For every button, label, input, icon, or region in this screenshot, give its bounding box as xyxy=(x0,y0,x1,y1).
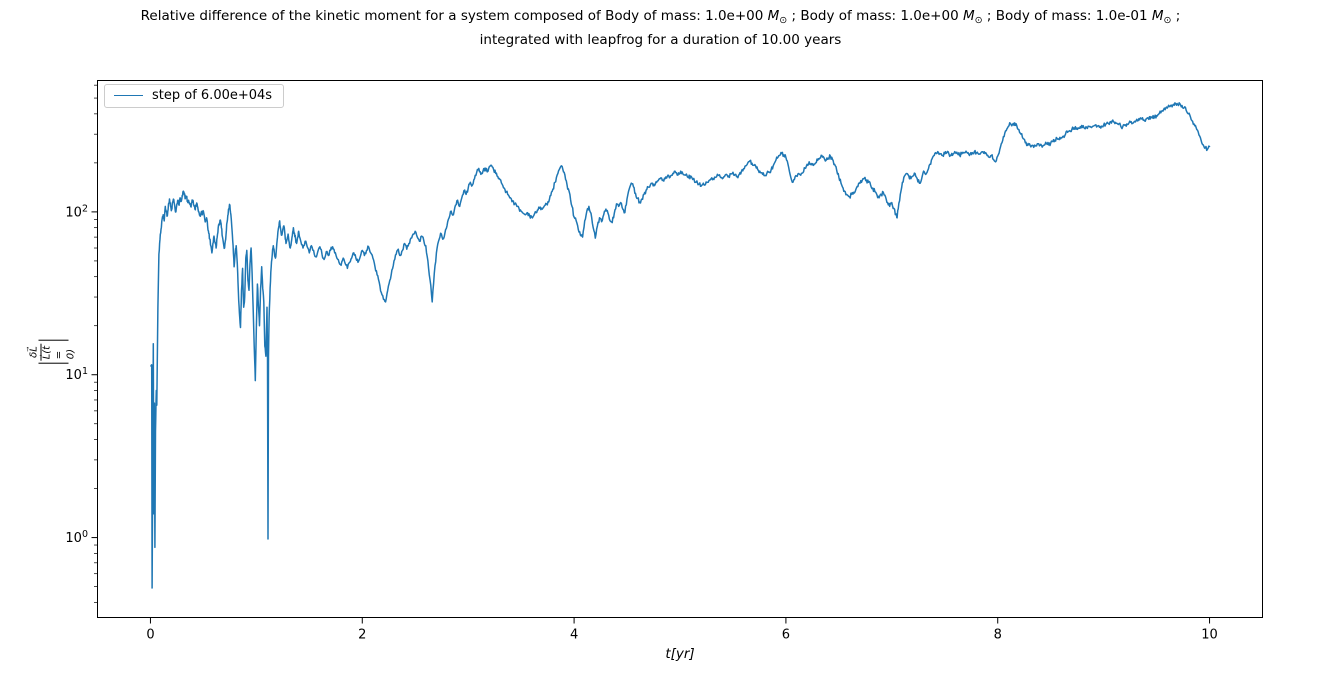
y-tick-label: 100 xyxy=(65,529,88,546)
chart-title-line2: integrated with leapfrog for a duration … xyxy=(479,31,842,48)
title-segment: ⊙ xyxy=(1163,15,1172,26)
y-tick-label: 101 xyxy=(65,366,88,383)
title-segment: ; Body of mass: 1.0e-01 xyxy=(982,8,1152,24)
x-tick-label: 2 xyxy=(358,628,366,643)
title-segment: M xyxy=(962,8,975,24)
chart-title: Relative difference of the kinetic momen… xyxy=(0,7,1321,49)
x-axis-label: t[yr] xyxy=(665,646,695,662)
ylabel-denominator: L⃗(t = 0) xyxy=(40,343,78,361)
x-tick-label: 4 xyxy=(570,628,578,643)
title-segment: Relative difference of the kinetic momen… xyxy=(140,8,768,24)
x-tick-label: 10 xyxy=(1201,628,1218,643)
legend-label: step of 6.00e+04s xyxy=(152,88,273,103)
ylabel-numerator: δL⃗ xyxy=(28,346,40,358)
title-segment: ; xyxy=(1171,8,1181,24)
title-segment: M xyxy=(1151,8,1164,24)
title-segment: ⊙ xyxy=(779,15,788,26)
data-line xyxy=(150,102,1211,589)
x-tick-label: 0 xyxy=(146,628,154,643)
legend: step of 6.00e+04s xyxy=(104,84,285,108)
y-tick-label: 102 xyxy=(65,203,88,220)
axes-spines xyxy=(97,80,1263,618)
title-segment: ⊙ xyxy=(974,15,983,26)
title-segment: ; Body of mass: 1.0e+00 xyxy=(787,8,963,24)
legend-line-sample xyxy=(114,95,143,96)
y-axis-label: δL⃗ L⃗(t = 0) xyxy=(28,340,78,364)
chart-title-line1: Relative difference of the kinetic momen… xyxy=(0,7,1321,31)
x-tick-label: 6 xyxy=(782,628,790,643)
x-tick-label: 8 xyxy=(994,628,1002,643)
ylabel-fraction: δL⃗ L⃗(t = 0) xyxy=(28,343,78,361)
title-segment: M xyxy=(767,8,780,24)
